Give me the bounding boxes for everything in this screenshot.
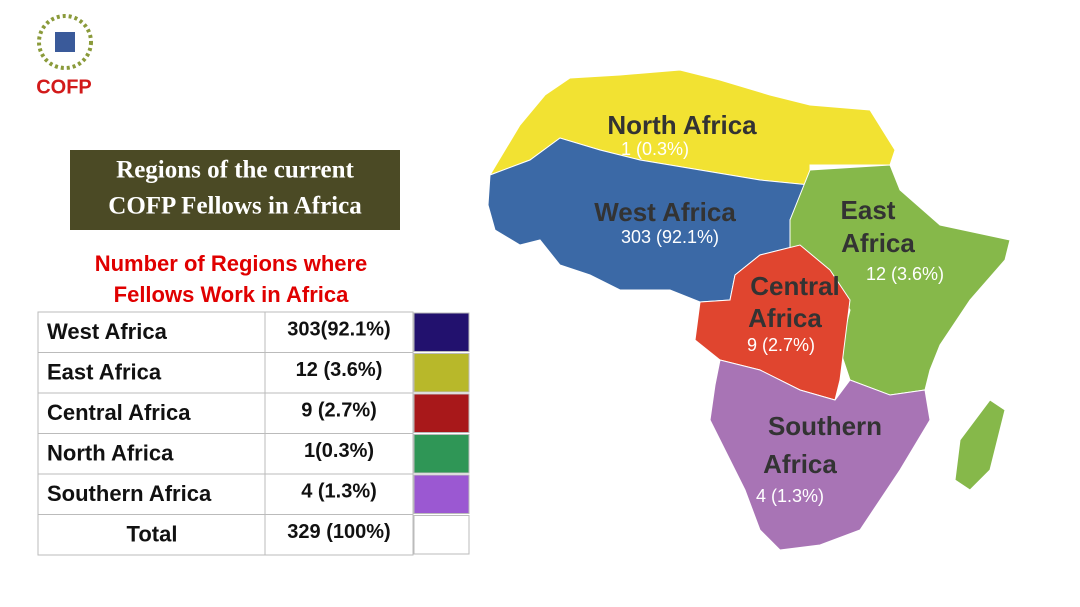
region-count: 1(0.3%) bbox=[304, 440, 374, 462]
title: Regions of the current bbox=[116, 157, 354, 184]
logo: COFP bbox=[36, 14, 93, 98]
region-count: 12 (3.6%) bbox=[296, 359, 383, 381]
map-region-value: 12 (3.6%) bbox=[866, 264, 944, 284]
map-region-value: 1 (0.3%) bbox=[621, 139, 689, 159]
map-region-name: Africa bbox=[841, 228, 915, 258]
table-cell bbox=[37, 392, 266, 434]
map-region-name: Central bbox=[750, 271, 840, 301]
table-cell bbox=[264, 473, 414, 515]
color-swatch bbox=[413, 312, 470, 352]
region-name: Southern Africa bbox=[47, 481, 212, 506]
color-swatch bbox=[413, 353, 470, 393]
region-name: West Africa bbox=[47, 319, 168, 344]
title-box bbox=[70, 150, 400, 230]
table-cell bbox=[264, 352, 414, 394]
map-region-value: 4 (1.3%) bbox=[756, 486, 824, 506]
region-count: 303(92.1%) bbox=[287, 319, 390, 341]
table-cell bbox=[37, 514, 266, 556]
color-swatch bbox=[413, 515, 470, 555]
color-swatch bbox=[413, 393, 470, 433]
table-cell bbox=[264, 433, 414, 475]
table-cell bbox=[37, 433, 266, 475]
map-region-value: 303 (92.1%) bbox=[621, 227, 719, 247]
map-region-name: North Africa bbox=[607, 110, 757, 140]
region-count: 329 (100%) bbox=[287, 521, 390, 543]
color-swatch bbox=[413, 434, 470, 474]
map-region-value: 9 (2.7%) bbox=[747, 335, 815, 355]
map-region-name: Africa bbox=[763, 449, 837, 479]
map-region-name: Southern bbox=[768, 411, 882, 441]
table-cell bbox=[264, 514, 414, 556]
region-count: 9 (2.7%) bbox=[301, 400, 377, 422]
map-region-name: East bbox=[841, 195, 896, 225]
color-swatch bbox=[413, 474, 470, 514]
title: COFP Fellows in Africa bbox=[108, 193, 362, 220]
subtitle: Number of Regions where bbox=[95, 251, 368, 276]
logo-text: COFP bbox=[36, 76, 92, 98]
table-cell bbox=[264, 392, 414, 434]
logo-wreath bbox=[37, 14, 93, 70]
table-cell bbox=[264, 311, 414, 353]
logo-shield bbox=[55, 32, 75, 52]
table-cell bbox=[37, 473, 266, 515]
region-name: Central Africa bbox=[47, 400, 191, 425]
map-region-name: West Africa bbox=[594, 197, 736, 227]
region-count: 4 (1.3%) bbox=[301, 481, 377, 503]
map-region bbox=[709, 359, 931, 551]
subtitle: Fellows Work in Africa bbox=[114, 282, 349, 307]
region-name: East Africa bbox=[47, 360, 162, 385]
region-name: Total bbox=[127, 522, 178, 547]
region-name: North Africa bbox=[47, 441, 174, 466]
map-region-name: Africa bbox=[748, 303, 822, 333]
